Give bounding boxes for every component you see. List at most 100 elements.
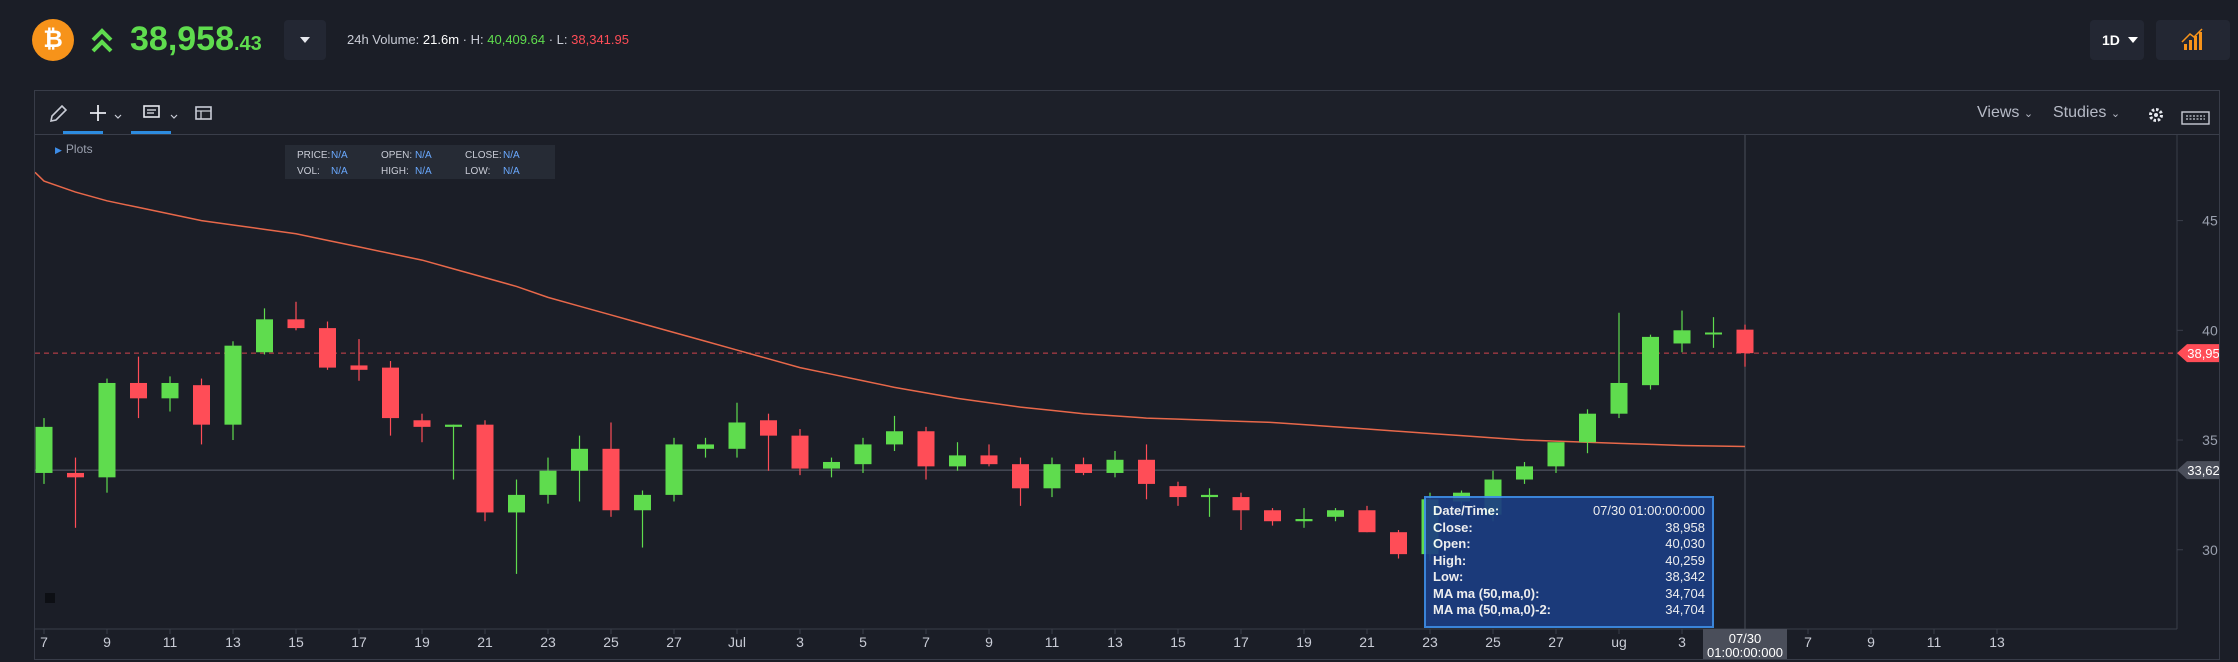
studies-menu[interactable]: Studies ⌄ [2053,104,2120,122]
y-tick-label: 35,000 [2202,432,2219,448]
x-tick-label: 25 [603,634,619,650]
tooltip-row: Close: 38,958 [1433,520,1705,537]
interval-dropdown[interactable]: 1D [2090,20,2144,60]
candle-body [634,494,651,511]
candle-body [161,382,179,399]
chart-type-button[interactable] [2156,20,2230,60]
double-chevron-up-icon [91,28,113,53]
views-label: Views [1977,104,2020,121]
candle-body [413,420,431,427]
price-chart[interactable]: 45,000 40,000 35,000 30,000 7 9 11 13 15 17 19 21 23… [35,91,2219,659]
candle-body [1138,459,1155,484]
market-stats: 24h Volume: 21.6m · H: 40,409.64 · L: 38… [347,32,629,47]
x-tick-label: Jul [728,634,746,650]
candle-body [760,420,777,436]
candle-body [508,494,525,513]
moving-average-line [35,171,1746,448]
tooltip-key: Open: [1433,536,1471,551]
candle-body [539,470,557,495]
legend-low-label: LOW: [465,166,491,177]
x-tick-label: 27 [666,634,682,650]
candle-body [1673,330,1691,344]
chevron-down-icon: ⌄ [2110,108,2121,120]
chart-panel: Views ⌄ Studies ⌄ ▶Plots 45,000 40,000 35,… [34,90,2220,660]
x-tick-label: 13 [1989,634,2005,650]
x-tick-label: 11 [163,634,178,650]
x-tick-label: 19 [414,634,430,650]
tooltip-row: Date/Time: 07/30 01:00:00:000 [1433,503,1705,520]
candle-body [697,444,714,449]
price-decimal: .43 [234,33,262,55]
candle-body [1232,497,1250,511]
tooltip-key: MA ma (50,ma,0): [1433,585,1540,601]
candle-body [665,444,683,495]
x-tick-label: 9 [103,634,111,650]
candle-body [98,382,116,478]
candle-body [287,319,305,329]
views-menu[interactable]: Views ⌄ [1977,104,2033,122]
x-tick-label: 21 [477,634,493,650]
x-tick-label: 19 [1296,634,1312,650]
chevron-down-icon: ⌄ [2023,108,2034,120]
candle-body [1642,336,1659,386]
table-icon[interactable] [193,101,215,127]
x-tick-label: 27 [1548,634,1564,650]
crosshair-icon[interactable] [87,101,125,127]
market-dropdown-button[interactable] [284,20,326,60]
last-price-label: 38,958 [2187,346,2219,361]
x-tick-label: 11 [1045,634,1060,650]
candle-body [1106,459,1124,473]
x-tick-label: 11 [1927,634,1942,650]
y-tick-label: 40,000 [2202,322,2219,338]
candle-body [1075,464,1092,473]
tooltip-key: High: [1433,552,1467,568]
candle-body [1169,486,1187,498]
candle-body [130,382,147,399]
plots-toggle[interactable]: ▶ Plots [55,142,93,156]
x-tick-label: 17 [351,634,367,650]
top-bar: ₿ 38,958.43 24h Volume: 21.6m · H: 40,40… [0,0,2238,82]
corner-marker [45,593,55,603]
x-tick-label: 17 [1233,634,1249,650]
tooltip-key: MA ma (50,ma,0)-2: [1433,602,1551,617]
caret-down-icon [300,37,310,43]
candle-body [193,385,210,425]
tooltip-row: MA ma (50,ma,0)-2: 34,704 [1433,602,1705,619]
annotation-icon[interactable] [141,101,183,127]
candle-tooltip: Date/Time: 07/30 01:00:00:000 Close: 38,958… [1424,496,1714,628]
x-tick-label: 15 [288,634,304,650]
candle-body [886,431,903,445]
legend-open-label: OPEN: [381,150,413,161]
current-price: 38,958.43 [130,20,262,59]
tooltip-value: 07/30 01:00:00:000 [1592,503,1705,518]
tooltip-key: Date/Time: [1433,503,1500,518]
candle-body [1610,382,1628,414]
low-label: · L: [548,32,568,47]
gear-icon[interactable] [2145,102,2167,128]
pencil-icon[interactable] [47,101,69,127]
candle-body [1327,510,1344,517]
x-tick-label: 13 [225,634,241,650]
crosshair-price-tag [2177,461,2219,480]
tooltip-key: Close: [1433,519,1473,535]
keyboard-icon[interactable] [2181,105,2211,131]
candle-body [476,424,494,513]
candle-body [1043,464,1061,489]
legend-vol-value: N/A [331,166,348,177]
x-tick-label: 7 [1804,634,1812,650]
volume-value: 21.6m [422,32,460,47]
x-tick-label: 3 [1678,634,1686,650]
legend-close-label: CLOSE: [465,150,502,161]
candle-body [35,426,53,473]
volume-label: 24h Volume: [347,32,420,47]
candle-body [571,448,588,471]
candle-body [602,448,620,511]
y-tick-label: 45,000 [2202,213,2219,229]
tooltip-key: Low: [1433,569,1464,584]
candle-body [1012,464,1029,489]
annotation-tool-active-indicator [131,131,171,134]
candle-body [1295,519,1313,522]
triangle-right-icon: ▶ [55,145,62,155]
candle-body [917,431,935,467]
candle-body [382,367,399,419]
